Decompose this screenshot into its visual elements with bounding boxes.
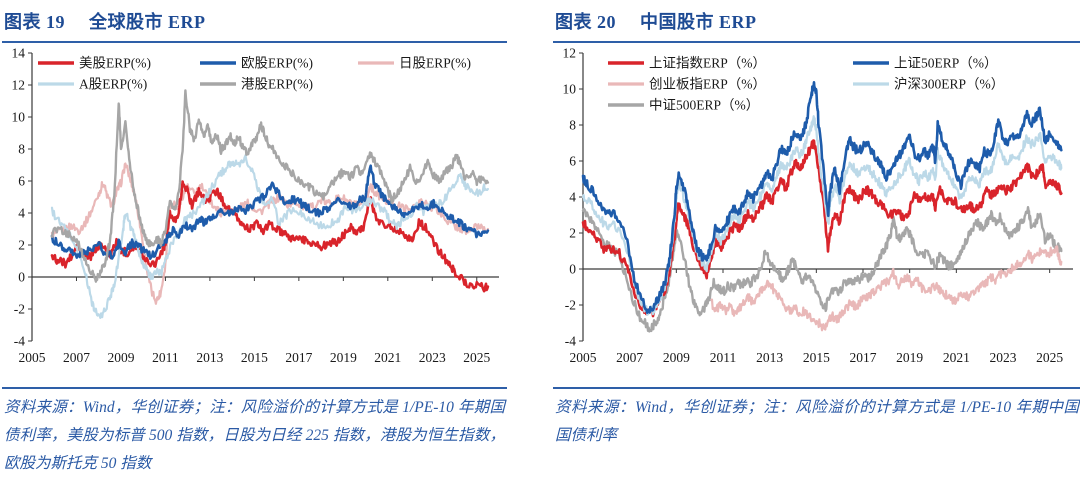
legend-label: A股ERP(%) xyxy=(79,77,147,92)
figure-header: 图表 19 全球股市 ERP xyxy=(2,6,507,41)
x-tick-label: 2021 xyxy=(943,350,970,365)
series-line xyxy=(50,164,490,260)
figure-label: 图表 19 xyxy=(4,12,65,32)
y-tick-label: 2 xyxy=(569,226,576,241)
y-tick-label: 2 xyxy=(18,238,25,253)
x-tick-label: 2005 xyxy=(570,350,597,365)
y-tick-label: 6 xyxy=(569,154,576,169)
y-tick-label: 4 xyxy=(569,190,576,205)
y-tick-label: 12 xyxy=(563,47,577,61)
series-line xyxy=(50,154,489,319)
legend-label: 日股ERP(%) xyxy=(399,56,471,71)
note-divider xyxy=(2,387,507,389)
series-line xyxy=(50,162,489,305)
x-tick-label: 2011 xyxy=(152,350,179,365)
figure-panel-china-erp: 图表 20 中国股市 ERP 12 10 8 6 4 2 0 -2 -4 2005 2007 2009 2… xyxy=(553,6,1080,482)
y-tick-label: -2 xyxy=(14,302,25,317)
x-tick-label: 2023 xyxy=(419,350,446,365)
source-note: 资料来源：Wind，华创证券；注：风险溢价的计算方式是 1/PE-10 年期国债… xyxy=(4,399,505,472)
y-tick-label: 8 xyxy=(569,118,576,133)
x-tick-label: 2023 xyxy=(990,350,1017,365)
figure-title: 中国股市 ERP xyxy=(640,12,757,32)
legend-label: 美股ERP(%) xyxy=(79,56,151,71)
figure-title: 全球股市 ERP xyxy=(89,12,206,32)
note-divider xyxy=(553,387,1080,389)
x-tick-label: 2009 xyxy=(663,350,690,365)
x-tick-label: 2007 xyxy=(616,350,643,365)
legend-label: 沪深300ERP（%） xyxy=(894,77,1004,92)
x-tick-label: 2015 xyxy=(241,350,268,365)
y-tick-label: 8 xyxy=(18,142,25,157)
y-tick-label: -4 xyxy=(14,334,25,349)
header-divider xyxy=(553,41,1080,43)
x-tick-label: 2015 xyxy=(803,350,830,365)
x-tick-label: 2005 xyxy=(19,350,46,365)
y-tick-label: 10 xyxy=(563,82,577,97)
x-tick-label: 2025 xyxy=(463,350,490,365)
y-tick-label: 6 xyxy=(18,174,25,189)
x-tick-label: 2019 xyxy=(896,350,923,365)
legend-label: 上证50ERP（%） xyxy=(894,56,998,71)
y-tick-label: 0 xyxy=(569,262,576,277)
figure-panel-global-erp: 图表 19 全球股市 ERP 14 12 10 8 6 4 2 0 -2 -4 2005 2007 200… xyxy=(2,6,507,482)
legend-label: 欧股ERP(%) xyxy=(241,56,313,71)
x-tick-label: 2017 xyxy=(850,350,877,365)
y-tick-label: 0 xyxy=(18,270,25,285)
x-tick-label: 2021 xyxy=(374,350,401,365)
x-tick-label: 2019 xyxy=(330,350,357,365)
header-divider xyxy=(2,41,507,43)
series-line xyxy=(710,245,1063,332)
legend-label: 创业板指ERP（%） xyxy=(649,77,766,92)
legend-label: 港股ERP(%) xyxy=(241,77,313,92)
y-tick-label: -2 xyxy=(565,298,576,313)
y-tick-label: 12 xyxy=(12,78,26,93)
series-line xyxy=(581,80,1063,315)
y-tick-label: 10 xyxy=(12,110,26,125)
y-tick-label: 4 xyxy=(18,206,25,221)
y-tick-label: -4 xyxy=(565,334,576,349)
figure-header: 图表 20 中国股市 ERP xyxy=(553,6,1080,41)
x-tick-label: 2017 xyxy=(285,350,312,365)
y-tick-label: 14 xyxy=(12,47,26,61)
x-tick-label: 2013 xyxy=(196,350,223,365)
figure-label: 图表 20 xyxy=(555,12,616,32)
legend-label: 上证指数ERP（%） xyxy=(649,56,766,71)
source-note: 资料来源：Wind，华创证券；注：风险溢价的计算方式是 1/PE-10 年期中国… xyxy=(555,399,1079,444)
x-tick-label: 2011 xyxy=(710,350,737,365)
legend-label: 中证500ERP（%） xyxy=(649,98,759,113)
x-tick-label: 2007 xyxy=(63,350,90,365)
series-line xyxy=(581,205,1063,333)
x-tick-label: 2025 xyxy=(1036,350,1063,365)
x-tick-label: 2009 xyxy=(107,350,134,365)
series-line xyxy=(50,89,490,283)
x-tick-label: 2013 xyxy=(756,350,783,365)
series-line xyxy=(581,139,1063,318)
